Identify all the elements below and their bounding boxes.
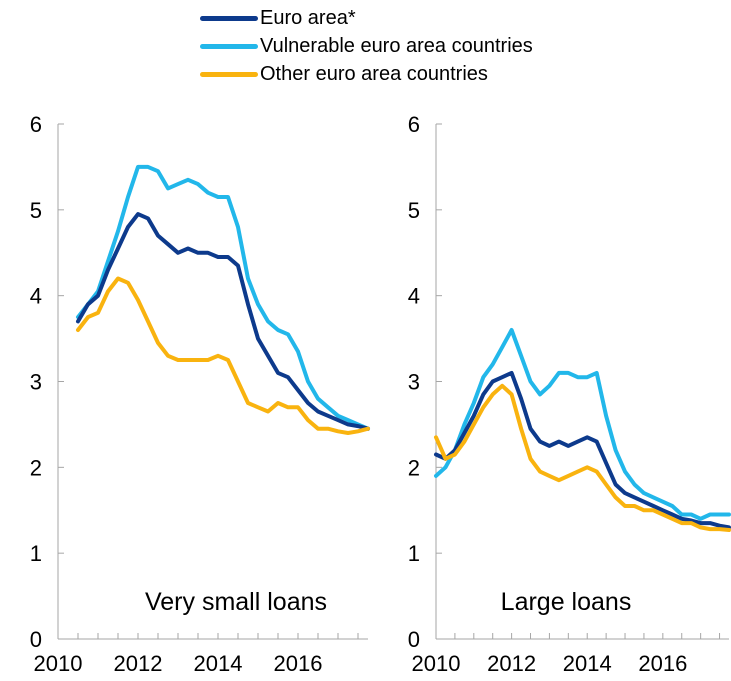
y-tick-label: 4 xyxy=(408,284,420,309)
y-tick-label: 4 xyxy=(30,284,42,309)
y-tick-label: 6 xyxy=(408,112,420,137)
y-tick-label: 2 xyxy=(408,455,420,480)
legend-item-vulnerable: Vulnerable euro area countries xyxy=(200,32,533,60)
x-tick-label: 2012 xyxy=(487,651,536,676)
panel-label: Very small loans xyxy=(145,588,327,616)
panel-1: 0 1 2 3 4 5 6 2010 2012 2014 2016 Very small loans xyxy=(30,112,370,676)
series-line-other-euro-area-countries xyxy=(76,276,370,435)
legend: Euro area* Vulnerable euro area countrie… xyxy=(200,4,533,88)
legend-item-other: Other euro area countries xyxy=(200,60,533,88)
x-tick-label: 2014 xyxy=(563,651,612,676)
panel-label: Large loans xyxy=(501,588,632,616)
y-tick-label: 3 xyxy=(30,370,42,395)
x-tick-label: 2014 xyxy=(194,651,243,676)
x-tick-label: 2012 xyxy=(114,651,163,676)
series-line-euro-area xyxy=(76,212,370,431)
x-tick-label: 2010 xyxy=(34,651,83,676)
x-tick-label: 2016 xyxy=(274,651,323,676)
x-tick-label: 2010 xyxy=(412,651,461,676)
series-line-vulnerable-euro-area-countries xyxy=(76,164,370,431)
y-tick-label: 2 xyxy=(30,455,42,480)
y-tick-label: 1 xyxy=(30,541,42,566)
series-line-vulnerable-euro-area-countries xyxy=(434,328,731,521)
panel-2: 0 1 2 3 4 5 6 2010 2012 2014 2016 Large loans xyxy=(408,112,731,676)
legend-label-other: Other euro area countries xyxy=(260,62,488,85)
legend-swatch-euro-area xyxy=(200,15,258,21)
legend-label-vulnerable: Vulnerable euro area countries xyxy=(260,34,533,57)
y-tick-label: 0 xyxy=(30,627,42,652)
y-tick-label: 1 xyxy=(408,541,420,566)
x-tick-label: 2016 xyxy=(638,651,687,676)
legend-swatch-vulnerable xyxy=(200,43,258,49)
series-line-euro-area xyxy=(434,370,731,530)
y-tick-label: 5 xyxy=(408,198,420,223)
legend-swatch-other xyxy=(200,71,258,77)
legend-label-euro-area: Euro area* xyxy=(260,6,356,29)
series-line-other-euro-area-countries xyxy=(434,383,731,532)
y-tick-label: 5 xyxy=(30,198,42,223)
y-tick-label: 6 xyxy=(30,112,42,137)
y-tick-label: 0 xyxy=(408,627,420,652)
legend-item-euro-area: Euro area* xyxy=(200,4,533,32)
y-tick-label: 3 xyxy=(408,370,420,395)
